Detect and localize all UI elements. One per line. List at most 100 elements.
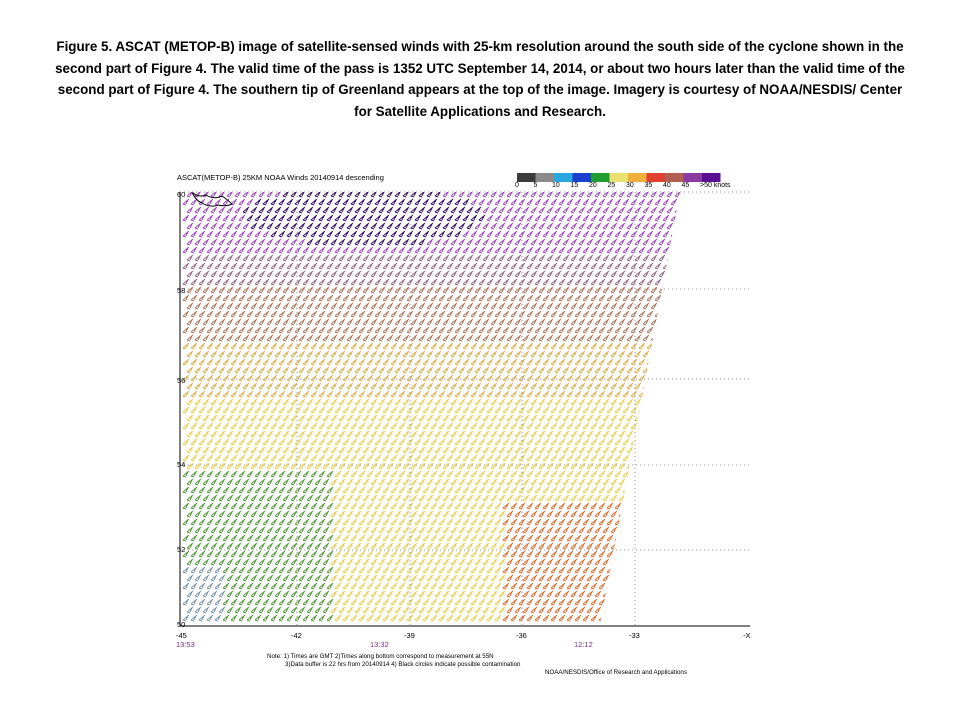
wind-barb (286, 454, 294, 462)
wind-barb (382, 310, 390, 318)
wind-barb (398, 406, 406, 414)
wind-barb (298, 558, 306, 566)
wind-barb (546, 366, 554, 374)
wind-barb (534, 390, 542, 398)
wind-barb (302, 390, 310, 398)
wind-barb (482, 366, 490, 374)
wind-barb (350, 358, 358, 366)
wind-barb (470, 326, 478, 334)
wind-barb (562, 302, 570, 310)
wind-barb (274, 462, 282, 470)
wind-barb (258, 318, 266, 326)
wind-barb (238, 262, 246, 270)
wind-barb (182, 614, 190, 622)
wind-barb (530, 510, 538, 518)
wind-barb (338, 206, 346, 214)
wind-barb (590, 582, 598, 590)
wind-barb (530, 350, 538, 358)
pass-time-label: 13:32 (370, 640, 389, 649)
wind-barb (434, 222, 442, 230)
wind-barb (570, 494, 578, 502)
wind-barb (342, 406, 350, 414)
wind-barb (426, 478, 434, 486)
wind-barb (346, 382, 354, 390)
wind-barb (266, 302, 274, 310)
wind-barb (474, 382, 482, 390)
wind-barb (594, 430, 602, 438)
wind-barb (262, 566, 270, 574)
wind-barb (458, 366, 466, 374)
wind-barb (458, 286, 466, 294)
wind-barb (282, 526, 290, 534)
wind-barb (250, 222, 258, 230)
wind-barb (374, 502, 382, 510)
wind-barb (330, 574, 338, 582)
wind-barb (370, 478, 378, 486)
wind-barb (334, 614, 342, 622)
wind-barb (286, 294, 294, 302)
wind-barb (182, 294, 190, 302)
wind-barb (254, 422, 262, 430)
wind-barb (234, 430, 242, 438)
wind-barb (594, 590, 602, 598)
wind-barb (590, 246, 598, 254)
wind-barb (458, 558, 466, 566)
wind-barb (318, 310, 326, 318)
wind-barb (402, 206, 410, 214)
wind-barb (610, 478, 618, 486)
wind-barb (186, 350, 194, 358)
wind-barb (238, 598, 246, 606)
wind-barb (242, 558, 250, 566)
wind-barb (598, 278, 606, 286)
wind-barb (390, 614, 398, 622)
wind-barb (226, 590, 234, 598)
wind-barb (498, 382, 506, 390)
wind-barb (290, 206, 298, 214)
wind-barb (242, 462, 250, 470)
wind-barb (522, 414, 530, 422)
wind-barb (270, 326, 278, 334)
wind-barb (266, 430, 274, 438)
wind-barb (366, 534, 374, 542)
wind-barb (250, 398, 258, 406)
wind-barb (510, 566, 518, 574)
wind-barb (334, 486, 342, 494)
wind-barb (370, 526, 378, 534)
wind-barb (586, 478, 594, 486)
wind-barb (454, 342, 462, 350)
wind-barb (542, 422, 550, 430)
wind-barb (242, 270, 250, 278)
wind-barb (426, 430, 434, 438)
wind-barb (526, 534, 534, 542)
wind-barb (198, 582, 206, 590)
wind-barb (318, 518, 326, 526)
wind-barb (446, 246, 454, 254)
wind-barb (314, 462, 322, 470)
wind-barb (314, 526, 322, 534)
wind-barb (302, 326, 310, 334)
wind-barb (370, 318, 378, 326)
wind-barb (210, 270, 218, 278)
wind-barb (482, 270, 490, 278)
wind-barb (450, 606, 458, 614)
wind-barb (502, 342, 510, 350)
wind-barb (502, 358, 510, 366)
wind-barb (298, 254, 306, 262)
wind-barb (506, 350, 514, 358)
wind-barb (230, 358, 238, 366)
wind-barb (474, 222, 482, 230)
wind-barb (266, 334, 274, 342)
wind-barb (330, 462, 338, 470)
wind-barb (254, 246, 262, 254)
wind-barb (374, 566, 382, 574)
wind-barb (466, 574, 474, 582)
wind-barb (466, 558, 474, 566)
wind-barb (650, 238, 658, 246)
wind-barb (414, 358, 422, 366)
wind-barb (646, 230, 654, 238)
wind-barb (378, 254, 386, 262)
wind-barb (570, 350, 578, 358)
wind-barb (234, 558, 242, 566)
wind-barb (250, 318, 258, 326)
wind-barb (530, 478, 538, 486)
